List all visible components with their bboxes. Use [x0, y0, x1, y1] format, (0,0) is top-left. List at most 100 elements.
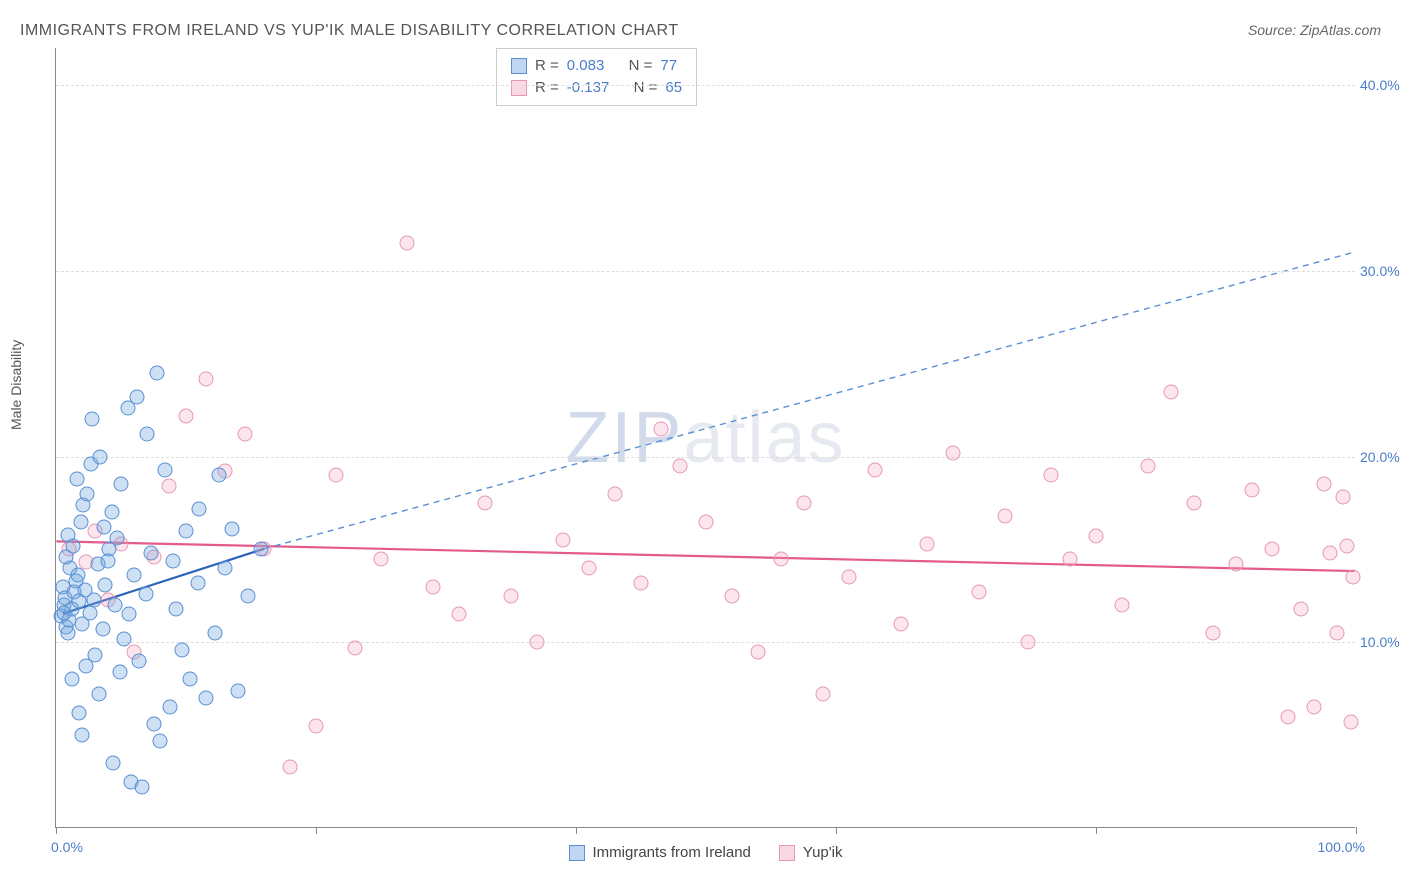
data-point-yupik [1323, 546, 1338, 561]
x-tick [1096, 827, 1097, 834]
data-point-yupik [1339, 538, 1354, 553]
data-point-yupik [653, 421, 668, 436]
data-point-yupik [556, 533, 571, 548]
data-point-ireland [60, 626, 75, 641]
data-point-yupik [400, 236, 415, 251]
data-point-yupik [1264, 542, 1279, 557]
data-point-ireland [82, 605, 97, 620]
n-value-yupik: 65 [665, 77, 682, 99]
data-point-ireland [85, 412, 100, 427]
chart-title: IMMIGRANTS FROM IRELAND VS YUP'IK MALE D… [20, 22, 679, 40]
data-point-yupik [582, 561, 597, 576]
data-point-ireland [106, 756, 121, 771]
data-point-yupik [1229, 557, 1244, 572]
data-point-yupik [1043, 468, 1058, 483]
y-tick-label: 40.0% [1360, 77, 1406, 93]
data-point-ireland [95, 622, 110, 637]
data-point-yupik [1115, 598, 1130, 613]
data-point-ireland [101, 553, 116, 568]
y-tick-label: 10.0% [1360, 634, 1406, 650]
data-point-yupik [1089, 529, 1104, 544]
data-point-ireland [98, 577, 113, 592]
data-point-yupik [1294, 601, 1309, 616]
data-point-ireland [158, 462, 173, 477]
source-name: ZipAtlas.com [1300, 22, 1381, 38]
data-point-ireland [110, 531, 125, 546]
x-tick [836, 827, 837, 834]
data-point-yupik [328, 468, 343, 483]
r-value-ireland: 0.083 [567, 55, 605, 77]
data-point-yupik [946, 445, 961, 460]
swatch-yupik-icon [779, 845, 795, 861]
r-value-yupik: -0.137 [567, 77, 610, 99]
data-point-yupik [1206, 626, 1221, 641]
data-point-ireland [93, 449, 108, 464]
gridline-h [56, 457, 1355, 458]
data-point-yupik [1307, 700, 1322, 715]
data-point-ireland [146, 717, 161, 732]
data-point-ireland [78, 659, 93, 674]
data-point-ireland [224, 522, 239, 537]
data-point-ireland [112, 665, 127, 680]
legend-label-ireland: Immigrants from Ireland [593, 844, 751, 861]
source-prefix: Source: [1248, 22, 1300, 38]
data-point-ireland [114, 477, 129, 492]
legend-item-ireland: Immigrants from Ireland [569, 844, 751, 861]
data-point-ireland [104, 505, 119, 520]
swatch-ireland-icon [511, 58, 527, 74]
data-point-ireland [138, 587, 153, 602]
data-point-yupik [774, 551, 789, 566]
data-point-yupik [452, 607, 467, 622]
data-point-ireland [192, 501, 207, 516]
data-point-yupik [426, 579, 441, 594]
data-point-yupik [530, 635, 545, 650]
data-point-yupik [478, 496, 493, 511]
data-point-ireland [190, 575, 205, 590]
gridline-h [56, 85, 1355, 86]
data-point-yupik [725, 588, 740, 603]
data-point-yupik [634, 575, 649, 590]
series-legend: Immigrants from Ireland Yup'ik [56, 844, 1355, 861]
plot-area: ZIPatlas R = 0.083 N = 77 R = -0.137 N =… [55, 48, 1355, 828]
data-point-yupik [1245, 483, 1260, 498]
data-point-yupik [1346, 570, 1361, 585]
swatch-ireland-icon [569, 845, 585, 861]
data-point-yupik [920, 536, 935, 551]
data-point-ireland [218, 561, 233, 576]
data-point-yupik [179, 408, 194, 423]
data-point-ireland [150, 366, 165, 381]
data-point-ireland [241, 588, 256, 603]
data-point-yupik [1063, 551, 1078, 566]
data-point-ireland [134, 780, 149, 795]
data-point-ireland [97, 520, 112, 535]
data-point-yupik [1141, 458, 1156, 473]
r-label-yupik: R = [535, 77, 559, 99]
x-tick [1356, 827, 1357, 834]
data-point-yupik [1186, 496, 1201, 511]
data-point-ireland [71, 568, 86, 583]
data-point-ireland [64, 672, 79, 687]
gridline-h [56, 642, 1355, 643]
data-point-yupik [972, 585, 987, 600]
data-point-ireland [143, 546, 158, 561]
chart-container: IMMIGRANTS FROM IRELAND VS YUP'IK MALE D… [0, 0, 1406, 892]
y-axis-label: Male Disability [8, 340, 24, 430]
data-point-yupik [894, 616, 909, 631]
data-point-ireland [140, 427, 155, 442]
data-point-ireland [211, 468, 226, 483]
legend-row-ireland: R = 0.083 N = 77 [511, 55, 682, 77]
legend-label-yupik: Yup'ik [803, 844, 843, 861]
data-point-ireland [121, 607, 136, 622]
data-point-ireland [72, 705, 87, 720]
data-point-yupik [1336, 490, 1351, 505]
data-point-yupik [998, 509, 1013, 524]
data-point-ireland [182, 672, 197, 687]
data-point-yupik [1316, 477, 1331, 492]
data-point-ireland [86, 592, 101, 607]
data-point-ireland [80, 486, 95, 501]
data-point-ireland [132, 653, 147, 668]
data-point-yupik [1343, 715, 1358, 730]
data-point-ireland [207, 626, 222, 641]
data-point-ireland [127, 568, 142, 583]
data-point-yupik [1281, 709, 1296, 724]
